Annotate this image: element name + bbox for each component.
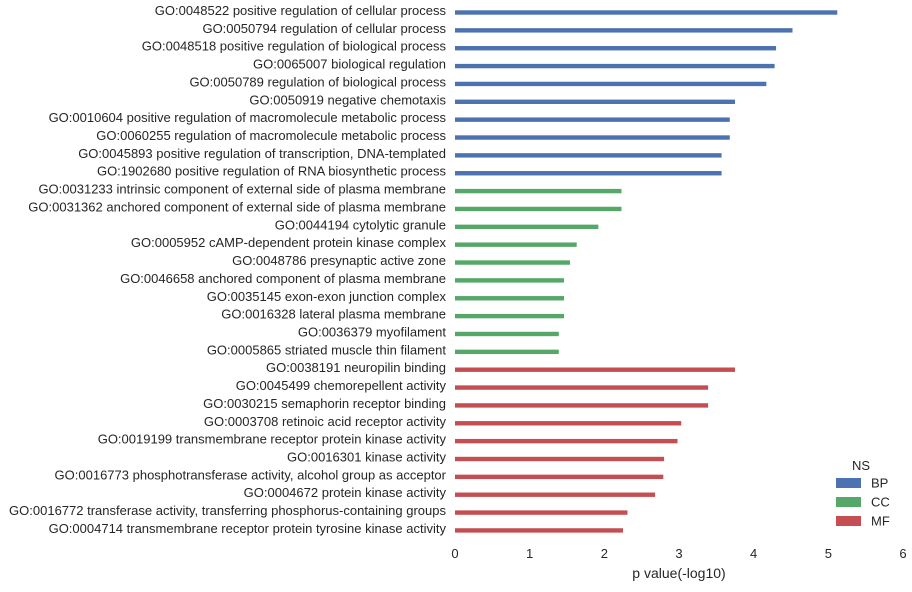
category-label: GO:0004672 protein kinase activity [244, 485, 447, 500]
x-tick-label: 4 [750, 546, 757, 561]
bar-mf [455, 528, 623, 533]
bar-bp [455, 81, 767, 87]
bar-cc [455, 206, 622, 212]
x-tick-label: 1 [526, 546, 533, 561]
category-label: GO:0016328 lateral plasma membrane [221, 307, 446, 322]
bar-cc [455, 296, 565, 301]
category-label: GO:0048786 presynaptic active zone [232, 253, 446, 268]
category-label: GO:0050919 negative chemotaxis [249, 92, 446, 107]
category-label: GO:0016772 transferase activity, transfe… [9, 503, 446, 518]
category-label: GO:0016301 kinase activity [287, 450, 446, 465]
category-label: GO:0048518 positive regulation of biolog… [142, 39, 447, 54]
category-label: GO:0019199 transmembrane receptor protei… [98, 432, 447, 447]
bar-mf [455, 492, 656, 497]
bars-layer [455, 10, 838, 533]
bar-cc [455, 349, 559, 355]
legend-title: NS [852, 458, 870, 473]
category-label: GO:0030215 semaphorin receptor binding [203, 396, 446, 411]
bar-bp [455, 10, 838, 15]
x-tick-label: 2 [601, 546, 608, 561]
category-label: GO:0045893 positive regulation of transc… [78, 146, 446, 161]
category-label: GO:0044194 cytolytic granule [275, 217, 446, 232]
bar-bp [455, 153, 722, 158]
category-label: GO:0005952 cAMP-dependent protein kinase… [131, 235, 447, 250]
category-label: GO:0050789 regulation of biological proc… [189, 74, 446, 89]
category-label: GO:0003708 retinoic acid receptor activi… [204, 414, 447, 429]
bar-cc [455, 188, 622, 194]
bar-bp [455, 63, 775, 69]
bar-mf [455, 510, 628, 515]
bar-bp [455, 99, 735, 104]
bar-cc [455, 278, 565, 283]
legend-label-bp: BP [871, 476, 888, 491]
legend-swatch-cc [836, 497, 861, 507]
bar-mf [455, 403, 709, 408]
x-tick-label: 0 [451, 546, 458, 561]
category-label: GO:0010604 positive regulation of macrom… [49, 110, 447, 125]
legend-swatch-bp [836, 478, 861, 488]
x-tick-label: 5 [825, 546, 832, 561]
bar-mf [455, 367, 735, 372]
bar-cc [455, 260, 570, 265]
bar-mf [455, 474, 664, 480]
bar-bp [455, 117, 730, 122]
x-axis-label: p value(-log10) [632, 565, 725, 581]
category-label: GO:0005865 striated muscle thin filament [207, 342, 447, 357]
bar-mf [455, 438, 678, 444]
category-label: GO:0016773 phosphotransferase activity, … [55, 467, 447, 482]
category-label: GO:0050794 regulation of cellular proces… [202, 21, 446, 36]
legend-label-mf: MF [871, 514, 890, 529]
bar-bp [455, 46, 777, 51]
category-label: GO:1902680 positive regulation of RNA bi… [97, 164, 447, 179]
bar-cc [455, 224, 599, 230]
category-label: GO:0048522 positive regulation of cellul… [155, 3, 447, 18]
category-label: GO:0031233 intrinsic component of extern… [38, 182, 446, 197]
category-label: GO:0035145 exon-exon junction complex [207, 289, 447, 304]
bar-mf [455, 385, 709, 390]
legend: NS BP CC MF [836, 458, 890, 529]
bar-cc [455, 313, 565, 319]
bar-cc [455, 242, 577, 247]
bar-bp [455, 28, 793, 33]
category-label: GO:0031362 anchored component of externa… [28, 199, 446, 214]
category-label: GO:0036379 myofilament [298, 324, 447, 339]
x-tick-label: 3 [675, 546, 682, 561]
category-label: GO:0060255 regulation of macromolecule m… [96, 128, 446, 143]
x-tick-label: 6 [899, 546, 906, 561]
legend-label-cc: CC [871, 495, 890, 510]
bar-bp [455, 171, 722, 176]
bar-mf [455, 456, 665, 462]
category-label: GO:0065007 biological regulation [253, 57, 446, 72]
category-label: GO:0045499 chemorepellent activity [236, 378, 447, 393]
x-axis-ticks: 0 1 2 3 4 5 6 [451, 546, 906, 561]
category-label: GO:0038191 neuropilin binding [266, 360, 446, 375]
category-label: GO:0046658 anchored component of plasma … [120, 271, 446, 286]
category-label: GO:0004714 transmembrane receptor protei… [49, 521, 447, 536]
category-labels-layer: GO:0048522 positive regulation of cellul… [9, 3, 447, 536]
legend-swatch-mf [836, 516, 861, 526]
bar-bp [455, 135, 730, 140]
bar-cc [455, 331, 559, 337]
bar-mf [455, 421, 682, 426]
